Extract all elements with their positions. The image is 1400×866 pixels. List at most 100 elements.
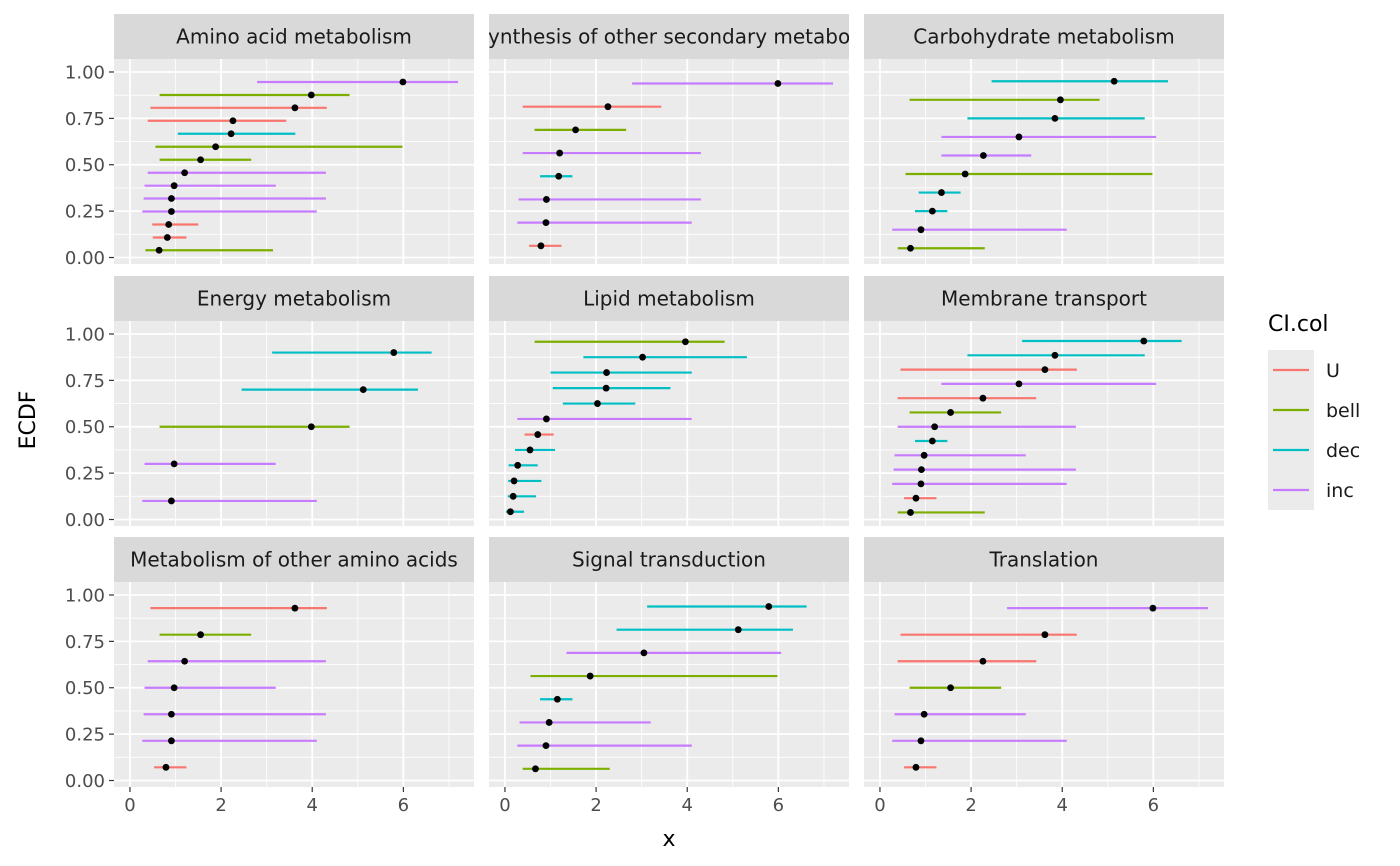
- axes: 0.00 0.25 0.50 0.75 1.00 0.00 0.25 0.50 0.75 1.00…: [65, 62, 1159, 816]
- legend-label: bell: [1326, 400, 1360, 422]
- ecdf-point: [168, 195, 175, 202]
- ecdf-point: [765, 603, 773, 610]
- facet-title: Biosynthesis of other secondary metaboli…: [446, 25, 892, 49]
- ecdf-point: [979, 657, 987, 665]
- facet-strip: [114, 537, 474, 582]
- facet-panels: Amino acid metabolism Biosynthesis of oth…: [114, 14, 1224, 787]
- ecdf-point: [291, 604, 299, 612]
- x-tick-label: 6: [398, 795, 409, 816]
- y-tick-label: 0.00: [65, 510, 105, 531]
- ecdf-point: [507, 508, 514, 516]
- ecdf-point: [168, 208, 175, 215]
- ecdf-point: [1110, 77, 1118, 85]
- legend-label: dec: [1326, 440, 1360, 462]
- ecdf-point: [947, 684, 954, 692]
- ecdf-point: [197, 631, 204, 639]
- facet-title: Signal transduction: [572, 548, 766, 572]
- facet-title: Metabolism of other amino acids: [130, 548, 458, 572]
- y-tick-label: 0.50: [65, 155, 105, 176]
- y-tick-label: 1.00: [65, 585, 105, 606]
- ecdf-point: [510, 477, 518, 485]
- facet-title: Carbohydrate metabolism: [913, 25, 1174, 49]
- facet-title: Amino acid metabolism: [176, 25, 412, 49]
- panel-background: [489, 59, 849, 264]
- y-tick-label: 0.00: [65, 248, 105, 269]
- ecdf-point: [602, 384, 610, 392]
- ecdf-point: [907, 509, 914, 516]
- ecdf-point: [543, 415, 550, 423]
- panel-background: [864, 321, 1224, 526]
- ecdf-point: [682, 338, 689, 346]
- ecdf-point: [390, 349, 398, 356]
- x-tick-label: 0: [874, 795, 885, 816]
- x-tick-label: 2: [965, 795, 976, 816]
- ecdf-point: [542, 219, 550, 227]
- ecdf-point: [1015, 380, 1023, 388]
- ecdf-point: [227, 130, 235, 138]
- ecdf-point: [543, 196, 550, 203]
- x-tick-label: 0: [499, 795, 510, 816]
- ecdf-point: [572, 126, 579, 134]
- ecdf-point: [168, 710, 175, 718]
- ecdf-point: [979, 152, 987, 159]
- facet-panel: Amino acid metabolism: [114, 14, 474, 264]
- legend-label: U: [1326, 360, 1340, 382]
- ecdf-point: [928, 437, 936, 445]
- ecdf-point: [545, 719, 553, 726]
- y-tick-label: 0.50: [65, 417, 105, 438]
- facet-strip: [864, 276, 1224, 321]
- ecdf-point: [586, 672, 594, 680]
- ecdf-point: [1051, 114, 1059, 122]
- ecdf-point: [168, 737, 175, 745]
- ecdf-point: [1015, 133, 1023, 141]
- facet-panel: Biosynthesis of other secondary metaboli…: [446, 14, 892, 264]
- ecdf-point: [1041, 366, 1049, 374]
- facet-strip: [114, 276, 474, 321]
- y-tick-label: 0.50: [65, 678, 105, 699]
- facet-panel: Lipid metabolism: [489, 276, 849, 526]
- panel-background: [864, 582, 1224, 787]
- facet-panel: Translation: [864, 537, 1224, 787]
- ecdf-point: [1057, 96, 1064, 104]
- ecdf-point: [1149, 604, 1157, 612]
- ecdf-point: [197, 156, 204, 164]
- facet-strip: [114, 14, 474, 59]
- panel-background: [114, 59, 474, 264]
- ecdf-point: [917, 737, 925, 745]
- panel-background: [864, 59, 1224, 264]
- ecdf-point: [979, 394, 987, 402]
- ecdf-point: [307, 91, 315, 99]
- ecdf-point: [514, 461, 522, 469]
- ecdf-point: [155, 246, 163, 254]
- ecdf-point: [594, 400, 601, 407]
- ecdf-point: [917, 480, 925, 488]
- facet-strip: [864, 537, 1224, 582]
- facet-panel: Membrane transport: [864, 276, 1224, 526]
- x-tick-label: 4: [1057, 795, 1068, 816]
- ecdf-point: [229, 117, 237, 125]
- ecdf-point: [181, 169, 189, 177]
- ecdf-point: [359, 386, 367, 394]
- ecdf-point: [918, 466, 925, 474]
- ecdf-point: [961, 170, 969, 178]
- y-tick-label: 1.00: [65, 62, 105, 83]
- facet-title: Energy metabolism: [197, 287, 391, 311]
- ecdf-point: [170, 684, 178, 692]
- x-tick-label: 4: [682, 795, 693, 816]
- ecdf-point: [168, 497, 175, 505]
- ecdf-point: [163, 234, 171, 241]
- facet-title: Membrane transport: [941, 287, 1147, 311]
- ecdf-point: [1140, 337, 1148, 345]
- y-tick-label: 0.75: [65, 632, 105, 653]
- legend-title: CI.col: [1268, 312, 1329, 337]
- ecdf-point: [537, 242, 545, 250]
- y-tick-label: 1.00: [65, 324, 105, 345]
- x-tick-label: 6: [773, 795, 784, 816]
- panel-background: [489, 582, 849, 787]
- ecdf-point: [509, 492, 517, 500]
- y-tick-label: 0.00: [65, 771, 105, 792]
- ecdf-point: [917, 226, 925, 234]
- ecdf-point: [532, 765, 539, 773]
- ecdf-point: [553, 695, 561, 703]
